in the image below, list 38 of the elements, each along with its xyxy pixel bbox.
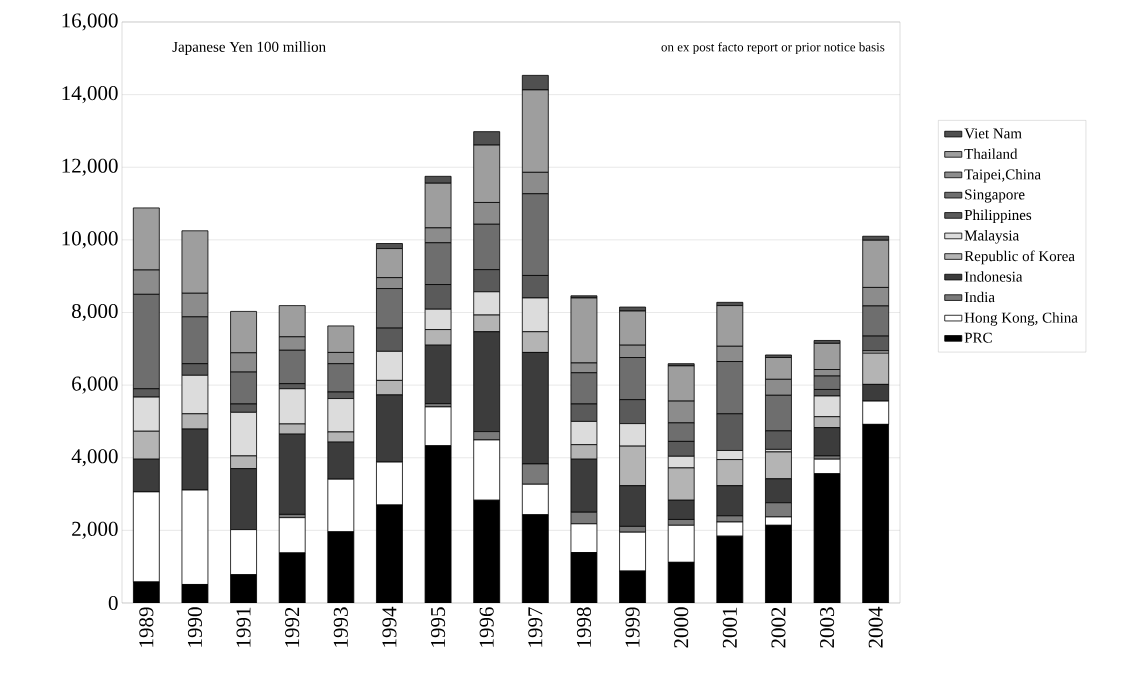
x-tick-label: 1996 [479,607,494,647]
legend-label: Singapore [965,189,1025,203]
legend-label: Republic of Korea [964,250,1075,265]
x-tick-label: 1992 [285,607,300,647]
annotation: Japanese Yen 100 million [172,41,326,55]
x-tick-label: 1993 [333,607,348,647]
legend-label: India [964,291,995,303]
legend-label: Viet Nam [964,128,1022,139]
x-tick-label: 1991 [236,607,251,647]
x-tick-label: 1990 [187,607,203,647]
y-tick-label: 0 [108,595,118,611]
y-tick-label: 12,000 [62,158,118,176]
x-tick-label: 2003 [819,607,835,648]
legend-label: Indonesia [964,271,1023,282]
y-tick-label: 16,000 [62,13,118,31]
x-tick-label: 2002 [771,607,786,648]
legend-label: PRC [964,332,992,343]
annotation: on ex post facto report or prior notice basis [661,42,885,55]
legend-label: Malaysia [964,229,1019,244]
y-tick-label: 10,000 [62,231,118,249]
legend-label: Taipei,China [964,168,1041,183]
x-tick-label: 1999 [625,607,640,647]
y-tick-label: 6,000 [72,376,118,394]
legend-label: Thailand [964,148,1018,159]
y-tick-label: 8,000 [72,303,118,322]
x-tick-label: 1995 [431,607,446,647]
x-tick-label: 2001 [722,607,737,648]
y-tick-label: 4,000 [71,449,118,467]
x-tick-label: 2004 [868,606,883,648]
x-tick-label: 1998 [576,607,592,647]
x-tick-label: 1994 [382,606,397,647]
legend-label: Hong Kong, China [964,312,1078,326]
y-tick-label: 2,000 [72,521,118,539]
legend-label: Philippines [964,209,1032,224]
x-tick-label: 1989 [139,607,154,647]
x-tick-label: 1997 [528,607,543,647]
x-tick-label: 2000 [674,607,689,648]
y-tick-label: 14,000 [62,86,118,104]
